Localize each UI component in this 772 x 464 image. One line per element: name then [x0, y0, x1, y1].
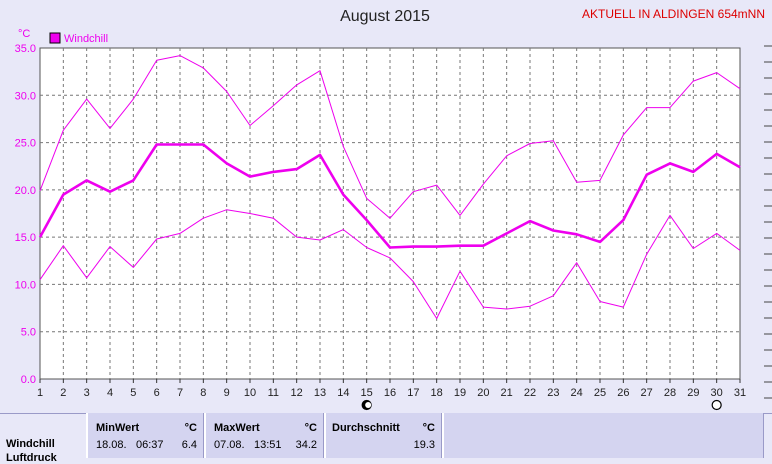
- empty-cell: [442, 413, 764, 458]
- station-label: AKTUELL IN ALDINGEN 654mNN: [582, 7, 765, 21]
- y-tick-label: 30.0: [15, 90, 36, 102]
- avg-header: Durchschnitt: [332, 422, 400, 434]
- row-label-windchill: Windchill: [6, 438, 55, 450]
- x-tick-label: 20: [477, 387, 489, 399]
- moon-phase-markers: [361, 399, 722, 411]
- series-lines: [38, 55, 741, 319]
- x-tick-label: 22: [524, 387, 536, 399]
- x-tick-label: 18: [431, 387, 443, 399]
- min-time: 06:37: [136, 439, 164, 451]
- x-tick-label: 28: [664, 387, 676, 399]
- avg-unit: °C: [422, 422, 435, 434]
- min-date: 18.08.: [96, 439, 127, 451]
- x-tick-label: 2: [60, 387, 66, 399]
- moon-highlight: [365, 402, 372, 408]
- max-value-cell: MaxWert °C 07.08. 13:51 34.2: [204, 413, 324, 458]
- x-tick-label: 6: [154, 387, 160, 399]
- max-value: 34.2: [295, 439, 317, 451]
- y-tick-label: 15.0: [15, 232, 36, 244]
- row-label-luftdruck: Luftdruck: [6, 452, 57, 464]
- x-tick-label: 31: [734, 387, 746, 399]
- x-tick-label: 10: [244, 387, 256, 399]
- min-header: MinWert: [96, 422, 140, 434]
- x-tick-label: 8: [200, 387, 206, 399]
- series-line-min: [39, 209, 741, 319]
- x-tick-label: 11: [268, 387, 279, 399]
- y-tick-label: 35.0: [15, 43, 36, 55]
- x-tick-label: 19: [454, 387, 466, 399]
- legend-swatch-windchill: [49, 32, 61, 44]
- chart-title: August 2015: [340, 8, 430, 25]
- x-tick-label: 5: [130, 387, 136, 399]
- min-value-cell: MinWert °C 18.08. 06:37 6.4: [86, 413, 204, 458]
- legend-label-windchill: Windchill: [64, 33, 108, 45]
- x-tick-label: 23: [547, 387, 559, 399]
- y-tick-label: 25.0: [15, 138, 36, 150]
- grid-lines: [40, 48, 740, 379]
- x-tick-label: 3: [84, 387, 90, 399]
- y-tick-label: 0.0: [21, 374, 36, 386]
- max-unit: °C: [304, 422, 317, 434]
- y-tick-label: 20.0: [15, 185, 36, 197]
- x-tick-label: 21: [501, 387, 513, 399]
- x-axis-ticks: 1 2 3 4 5 6 7 8 9 10 11 12 13 14 15 16 17 18 19 20 21 22 23 24 2…: [37, 379, 746, 399]
- x-tick-label: 27: [641, 387, 653, 399]
- avg-value: 19.3: [413, 439, 435, 451]
- x-tick-label: 9: [224, 387, 230, 399]
- x-tick-label: 14: [337, 387, 349, 399]
- x-tick-label: 13: [314, 387, 326, 399]
- x-tick-label: 12: [291, 387, 303, 399]
- max-date: 07.08.: [214, 439, 245, 451]
- x-tick-label: 29: [687, 387, 699, 399]
- y-axis-ticks: 0.0 5.0 10.0 15.0 20.0 25.0 30.0 35.0: [15, 43, 36, 386]
- x-tick-label: 30: [711, 387, 723, 399]
- series-line-mean: [38, 143, 741, 249]
- series-line-max: [39, 55, 741, 219]
- new-moon-icon: [711, 399, 722, 411]
- right-axis-marks: [764, 45, 772, 399]
- x-tick-label: 26: [617, 387, 629, 399]
- x-tick-label: 24: [571, 387, 583, 399]
- min-value: 6.4: [181, 439, 197, 451]
- x-tick-label: 17: [407, 387, 419, 399]
- y-tick-label: 10.0: [15, 279, 36, 291]
- x-tick-label: 7: [177, 387, 183, 399]
- y-axis-unit: °C: [18, 28, 30, 40]
- x-tick-label: 15: [361, 387, 373, 399]
- x-tick-label: 4: [107, 387, 113, 399]
- x-tick-label: 1: [37, 387, 43, 399]
- max-header: MaxWert: [214, 422, 260, 434]
- y-tick-label: 5.0: [21, 327, 36, 339]
- min-unit: °C: [184, 422, 197, 434]
- x-tick-label: 25: [594, 387, 606, 399]
- average-cell: Durchschnitt °C 19.3: [324, 413, 442, 458]
- max-time: 13:51: [254, 439, 282, 451]
- x-tick-label: 16: [384, 387, 396, 399]
